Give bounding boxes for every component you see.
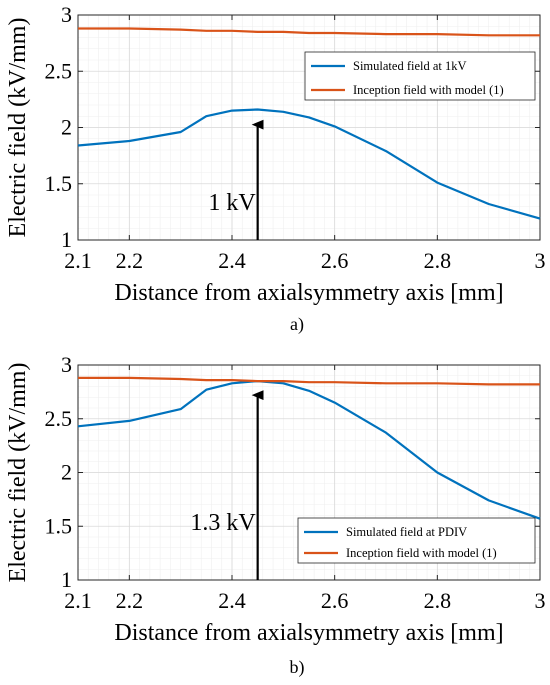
x-tick-label: 2.6 xyxy=(321,248,349,273)
y-tick-label: 2.5 xyxy=(45,406,73,431)
series-line-simulated-field xyxy=(77,108,541,220)
annotation-label: 1 kV xyxy=(208,190,256,216)
legend-box xyxy=(297,517,536,564)
y-axis-label: Electric field (kV/mm) xyxy=(5,18,31,238)
legend-label: Simulated field at PDIV xyxy=(346,525,467,539)
legend-box xyxy=(304,51,536,101)
x-tick-label: 2.1 xyxy=(64,248,92,273)
y-tick-label: 1.5 xyxy=(45,171,73,196)
y-tick-label: 2.5 xyxy=(45,58,73,83)
panel-label: b) xyxy=(290,657,305,678)
x-tick-label: 3 xyxy=(535,588,546,613)
x-tick-label: 2.4 xyxy=(218,588,246,613)
x-tick-label: 2.1 xyxy=(64,588,92,613)
x-axis-label: Distance from axialsymmetry axis [mm] xyxy=(114,620,503,646)
series-line-simulated-field xyxy=(77,380,541,520)
chart-panel-b: 2.1 2.2 2.4 2.6 2.8 3 1 1.5 2 2.5 3 Distance from a… xyxy=(5,352,546,678)
series-line-inception-field xyxy=(78,376,540,386)
y-tick-label: 2 xyxy=(61,460,72,485)
y-tick-label: 3 xyxy=(61,2,72,27)
series-line-inception-field xyxy=(78,27,540,37)
y-tick-label: 3 xyxy=(61,352,72,377)
legend-label: Simulated field at 1kV xyxy=(353,59,467,73)
y-tick-label: 1 xyxy=(61,567,72,592)
chart-panel-a: 2.1 2.2 2.4 2.6 2.8 3 1 1.5 2 2.5 3 Distance from a… xyxy=(5,2,546,335)
legend-label: Inception field with model (1) xyxy=(353,83,504,97)
x-tick-label: 2.2 xyxy=(116,588,144,613)
x-tick-label: 3 xyxy=(535,248,546,273)
x-axis-label: Distance from axialsymmetry axis [mm] xyxy=(114,280,503,306)
y-tick-label: 1.5 xyxy=(45,513,73,538)
x-tick-label: 2.8 xyxy=(424,588,452,613)
x-tick-label: 2.8 xyxy=(424,248,452,273)
panel-label: a) xyxy=(290,314,304,335)
y-tick-label: 2 xyxy=(61,115,72,140)
x-tick-label: 2.2 xyxy=(116,248,144,273)
x-tick-label: 2.6 xyxy=(321,588,349,613)
y-tick-label: 1 xyxy=(61,227,72,252)
y-axis-label: Electric field (kV/mm) xyxy=(5,363,31,583)
x-tick-label: 2.4 xyxy=(218,248,246,273)
legend-label: Inception field with model (1) xyxy=(346,546,497,560)
annotation-label: 1.3 kV xyxy=(190,510,256,536)
